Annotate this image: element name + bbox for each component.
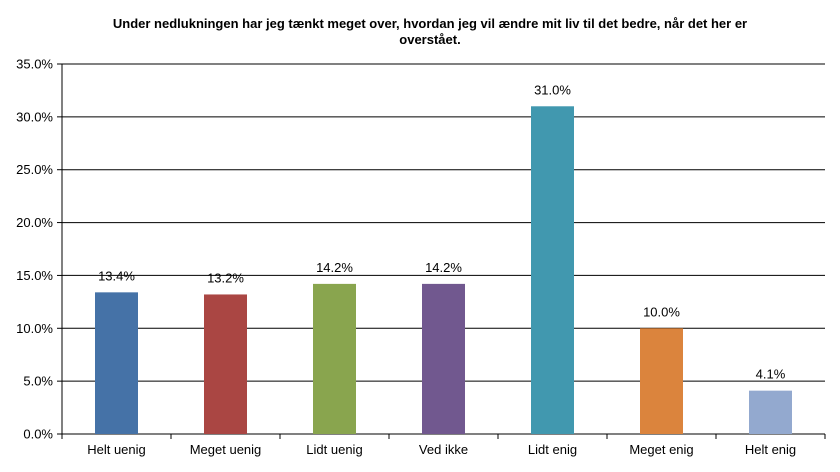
x-tick-label: Meget enig	[629, 442, 693, 457]
data-label: 14.2%	[425, 260, 462, 275]
bar-helt-enig	[749, 390, 792, 434]
data-label: 13.2%	[207, 270, 244, 285]
y-tick-label: 35.0%	[16, 57, 53, 72]
data-labels: 13.4% 13.2% 14.2% 14.2% 31.0% 10.0% 4.1%	[98, 82, 786, 381]
y-tick-label: 10.0%	[16, 321, 53, 336]
bar-meget-uenig	[204, 294, 247, 434]
data-label: 13.4%	[98, 268, 135, 283]
x-tick-label: Ved ikke	[419, 442, 468, 457]
data-label: 31.0%	[534, 82, 571, 97]
y-tick-label: 15.0%	[16, 268, 53, 283]
bar-ved-ikke	[422, 283, 465, 434]
x-tick-label: Helt enig	[745, 442, 796, 457]
bar-meget-enig	[640, 328, 683, 434]
chart-title: Under nedlukningen har jeg tænkt meget o…	[112, 16, 748, 47]
y-tick-label: 5.0%	[23, 374, 53, 389]
x-tick-label: Lidt uenig	[306, 442, 362, 457]
x-tick-labels: Helt uenig Meget uenig Lidt uenig Ved ikke L…	[87, 442, 796, 457]
y-tick-labels: 0.0% 5.0% 10.0% 15.0% 20.0% 25.0% 30.0% 35.0%	[16, 57, 53, 442]
data-label: 14.2%	[316, 260, 353, 275]
y-tick-label: 30.0%	[16, 109, 53, 124]
bar-lidt-uenig	[313, 283, 356, 434]
data-label: 10.0%	[643, 304, 680, 319]
bar-helt-uenig	[95, 292, 138, 434]
x-tick-label: Lidt enig	[528, 442, 577, 457]
data-label: 4.1%	[756, 367, 786, 382]
x-tick-label: Helt uenig	[87, 442, 146, 457]
y-tick-label: 0.0%	[23, 427, 53, 442]
gridlines	[62, 63, 825, 382]
x-tick-label: Meget uenig	[190, 442, 262, 457]
y-tick-label: 20.0%	[16, 215, 53, 230]
bars	[95, 106, 792, 435]
bar-lidt-enig	[531, 106, 574, 435]
y-tick-label: 25.0%	[16, 162, 53, 177]
